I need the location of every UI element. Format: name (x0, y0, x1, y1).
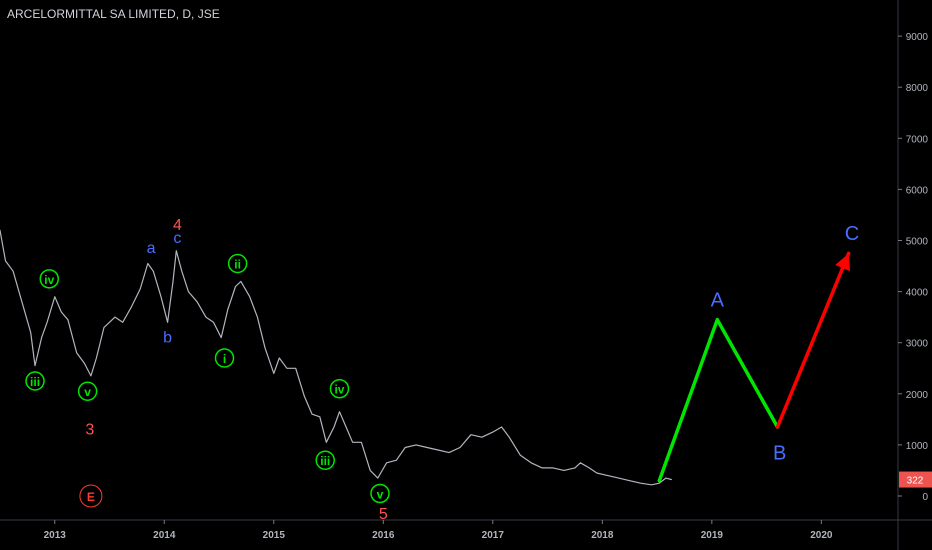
x-tick-label: 2015 (263, 530, 286, 541)
y-tick-label: 9000 (906, 32, 929, 43)
wave-label-circle (25, 371, 45, 391)
wave-label: 4 (173, 217, 182, 234)
wave-label: a (147, 240, 156, 257)
y-tick-label: 4000 (906, 288, 929, 299)
y-tick-label: 0 (922, 492, 928, 503)
x-tick-label: 2013 (44, 530, 67, 541)
price-line (0, 229, 672, 486)
wave-label: i (223, 352, 226, 366)
wave-label-circle (39, 269, 60, 289)
wave-label: B (773, 443, 786, 465)
wave-label-circle (227, 253, 248, 274)
x-tick-label: 2014 (153, 530, 176, 541)
wave-label: E (87, 490, 95, 504)
chart-title: ARCELORMITTAL SA LIMITED, D, JSE (7, 7, 220, 21)
x-tick-label: 2017 (482, 530, 505, 541)
x-tick-label: 2016 (372, 530, 395, 541)
wave-label-circle (370, 483, 390, 504)
wave-label: A (711, 289, 725, 311)
wave-label: iii (30, 375, 40, 389)
y-tick-label: 2000 (906, 390, 929, 401)
wave-label-circle (214, 348, 235, 368)
y-tick-label: 8000 (906, 83, 929, 94)
y-tick-label: 3000 (906, 339, 929, 350)
wave-label: v (84, 385, 91, 399)
projection-line (657, 317, 780, 483)
wave-label: v (377, 487, 384, 501)
wave-label: C (845, 223, 859, 245)
last-price-label: 322 (907, 476, 924, 487)
last-price-badge (899, 471, 932, 488)
wave-label: iv (44, 273, 54, 287)
wave-label-circle (79, 484, 103, 508)
x-tick-label: 2019 (701, 530, 724, 541)
wave-label: iii (320, 454, 330, 468)
projection-arrowhead (835, 253, 851, 272)
y-tick-label: 1000 (906, 441, 929, 452)
x-tick-label: 2020 (810, 530, 833, 541)
y-tick-label: 5000 (906, 237, 929, 248)
wave-label: ii (234, 257, 241, 271)
wave-label-circle (329, 378, 350, 399)
wave-label: b (163, 330, 172, 347)
wave-label: 3 (85, 422, 94, 439)
wave-label: 5 (379, 506, 388, 523)
x-tick-label: 2018 (591, 530, 614, 541)
wave-label: iv (334, 383, 344, 397)
projection-line (775, 251, 851, 429)
wave-label-circle (77, 381, 98, 401)
wave-label: c (173, 230, 181, 247)
y-tick-label: 7000 (906, 134, 929, 145)
wave-label-circle (315, 450, 336, 470)
y-tick-label: 6000 (906, 185, 929, 196)
